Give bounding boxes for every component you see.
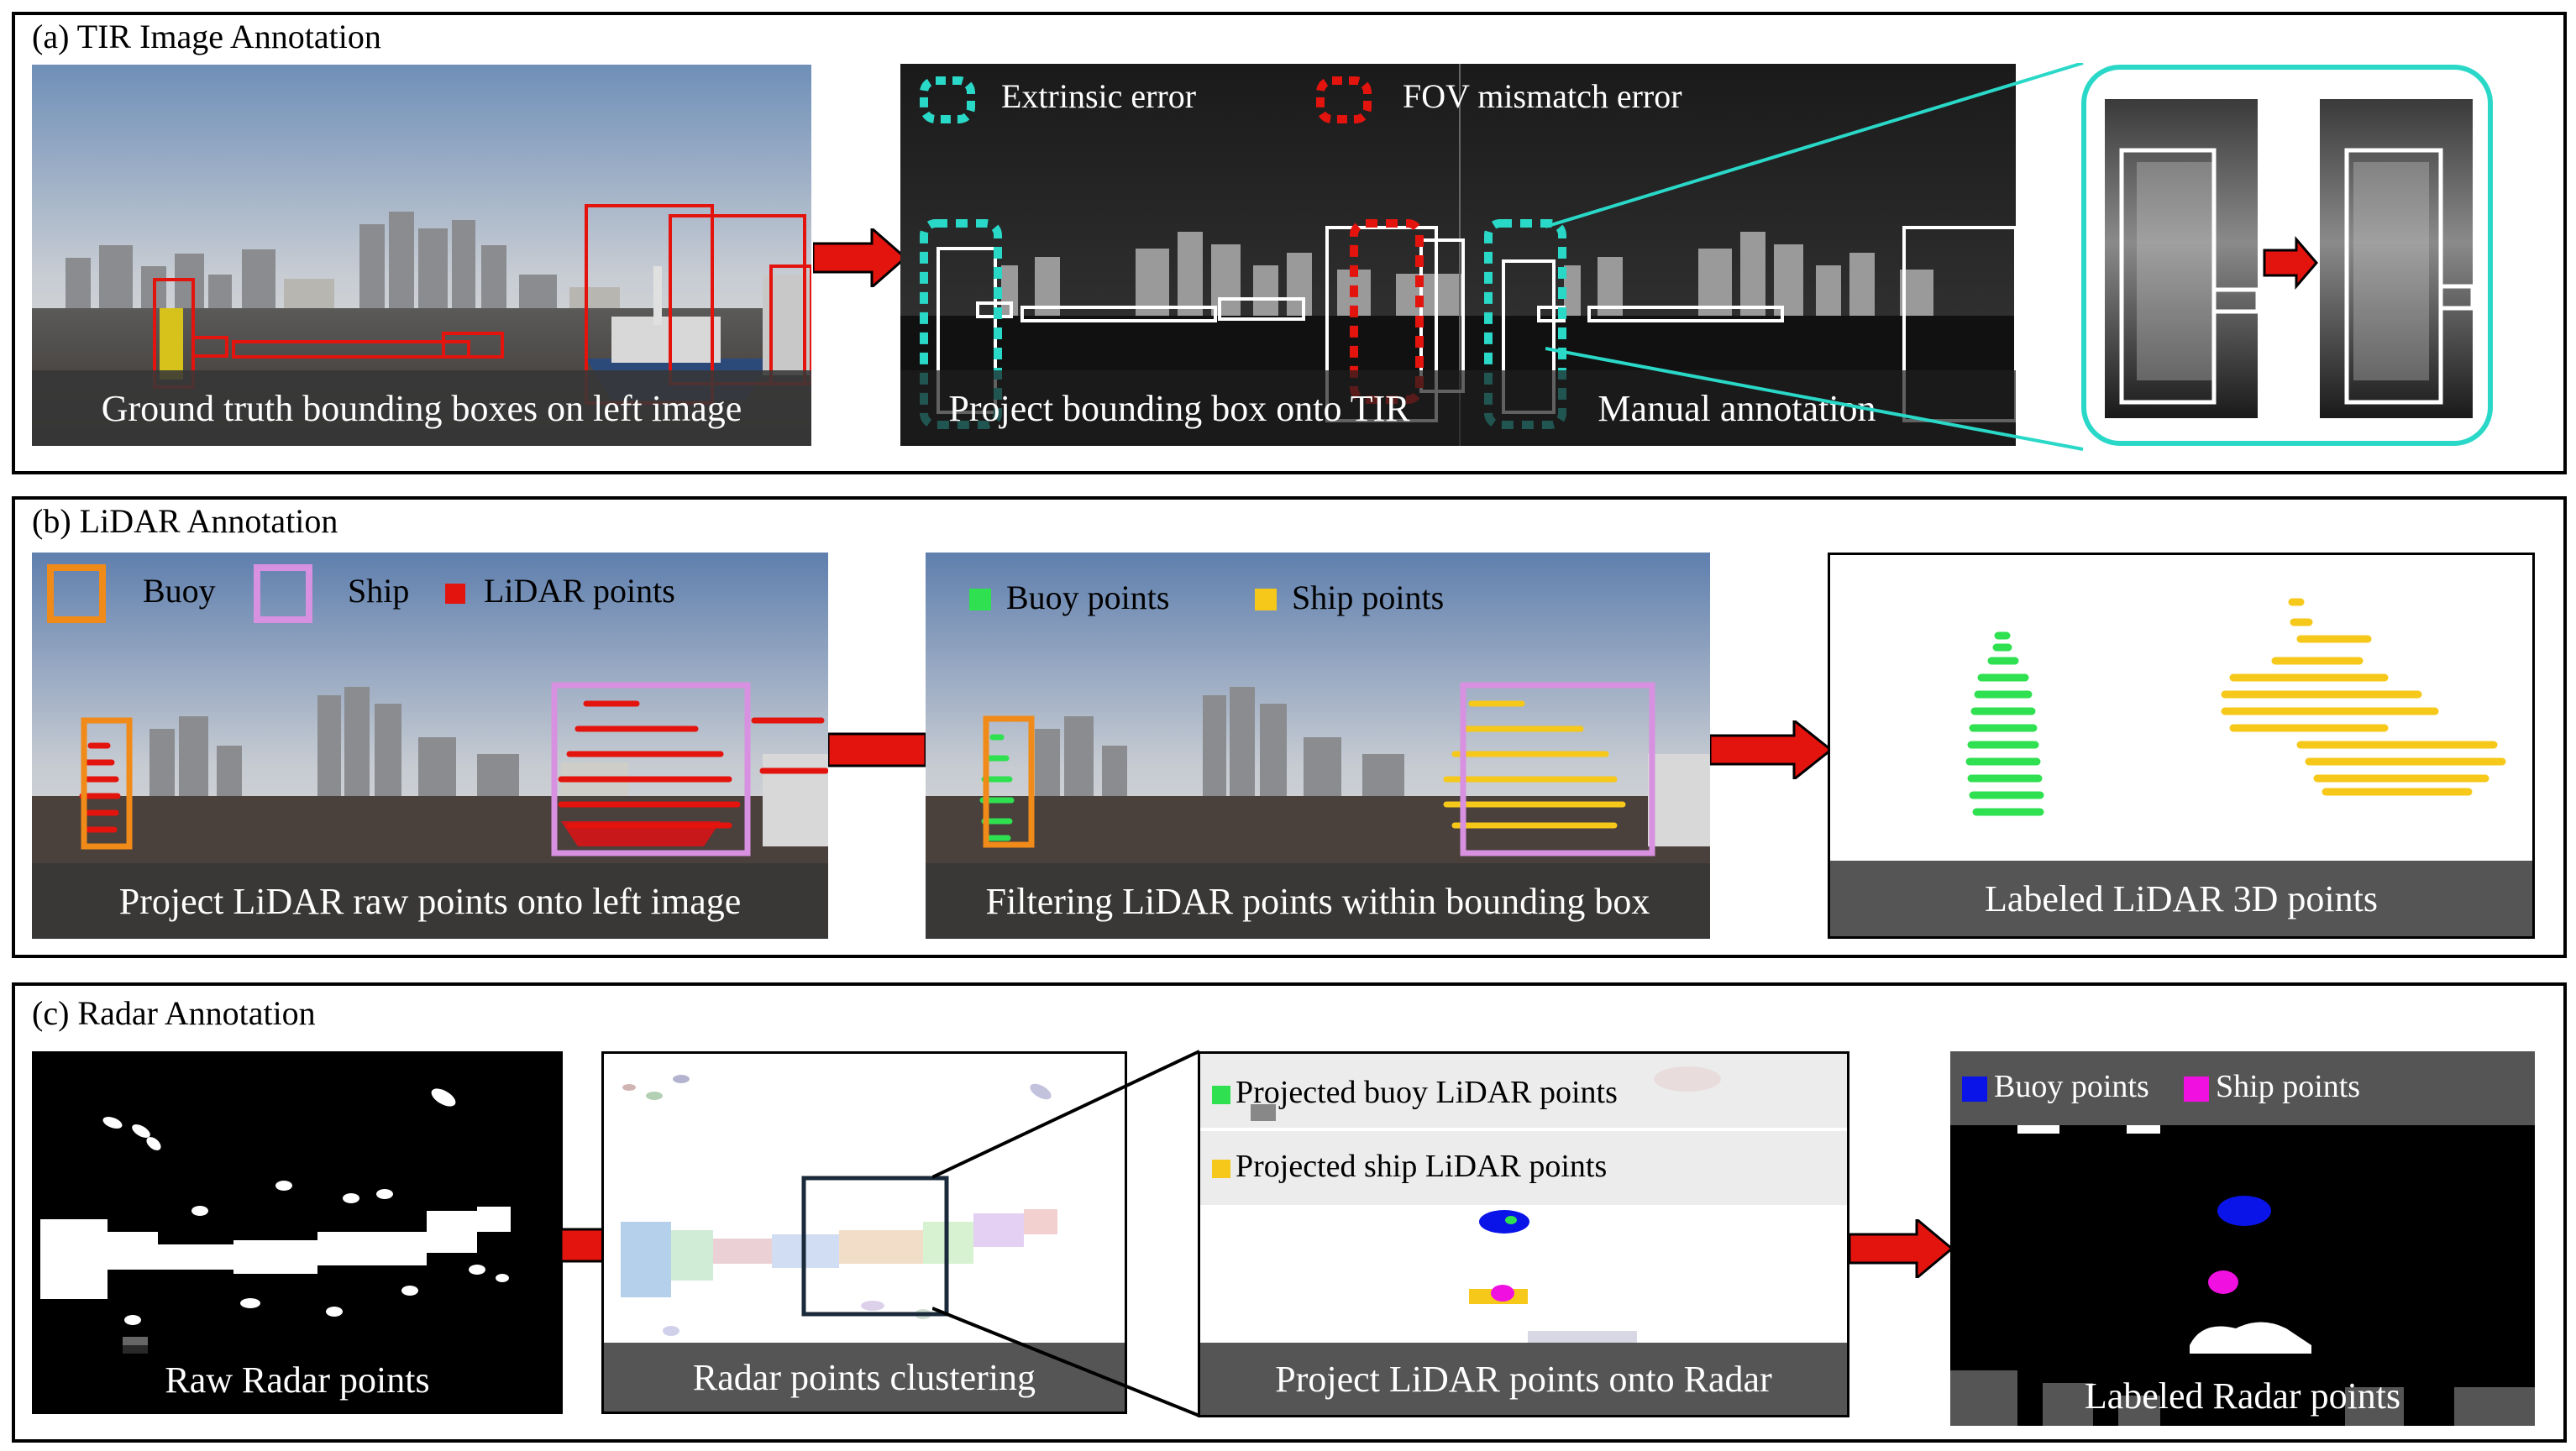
zoom-connector-lines: [932, 1050, 1200, 1417]
caption-left-image: Ground truth bounding boxes on left imag…: [32, 370, 811, 446]
section-title-radar: (c) Radar Annotation: [32, 994, 316, 1032]
proj-ship-legend-swatch: [1212, 1160, 1230, 1178]
buoy-points-legend-swatch: [969, 589, 991, 610]
projected-lidar-on-radar: [1200, 1054, 1847, 1365]
zoom-panel: [2081, 65, 2493, 446]
ship-points-legend-swatch: [1255, 589, 1277, 610]
proj-buoy-legend-swatch: [1212, 1086, 1230, 1104]
legend-lidar-points: LiDAR points: [484, 572, 675, 610]
extrinsic-legend-swatch: [920, 76, 975, 123]
legend-radar-buoy: Buoy points: [1994, 1069, 2149, 1104]
zoom-connector-lines: [1545, 63, 2084, 451]
radar-raw-panel: Raw Radar points: [32, 1051, 563, 1414]
caption-radar-cluster: Radar points clustering: [604, 1343, 1125, 1412]
section-title-tir: (a) TIR Image Annotation: [32, 18, 381, 55]
ship-legend-swatch: [254, 564, 312, 623]
caption-radar-labeled: Labeled Radar points: [2084, 1375, 2401, 1417]
legend-buoy: Buoy: [143, 572, 216, 610]
caption-lidar-project: Project LiDAR raw points onto left image: [32, 863, 828, 939]
ship-box: [551, 682, 751, 856]
arrow-right-icon: [561, 1228, 603, 1263]
arrow-right-icon: [828, 732, 926, 767]
raw-radar-points: [40, 1088, 511, 1354]
zoom-tir-crops: [2105, 99, 2475, 418]
section-title-lidar: (b) LiDAR Annotation: [32, 502, 338, 540]
lidar-raw-panel: Buoy Ship LiDAR points Project LiDAR raw…: [32, 553, 828, 939]
legend-ship: Ship: [348, 572, 410, 610]
ship-box: [1460, 682, 1655, 856]
radar-project-panel: Projected buoy LiDAR points Projected sh…: [1198, 1051, 1849, 1417]
projected-boxes: [936, 226, 2016, 422]
lidar-legend-swatch: [445, 584, 465, 604]
buoy-box: [983, 715, 1035, 848]
legend-fov-mismatch: FOV mismatch error: [1403, 77, 1682, 115]
legend-projected-buoy: Projected buoy LiDAR points: [1236, 1075, 1618, 1110]
labeled-radar-points: [1950, 1051, 2535, 1426]
lidar-raw-points: [79, 700, 828, 833]
radar-cluster-panel: Radar points clustering: [601, 1051, 1127, 1414]
zoom-region: [801, 1176, 949, 1317]
legend-buoy-points: Buoy points: [1006, 579, 1170, 616]
radar-buoy-legend-swatch: [1962, 1076, 1987, 1102]
arrow-right-icon: [813, 228, 907, 287]
radar-ship-legend-swatch: [2184, 1076, 2209, 1102]
legend-extrinsic-error: Extrinsic error: [1001, 77, 1197, 115]
labeled-lidar-3d-points: [1965, 598, 2506, 816]
arrow-right-icon: [1849, 1219, 1954, 1278]
projected-buoy-cluster: [1479, 1210, 1529, 1234]
fov-legend-swatch: [1316, 76, 1372, 123]
lidar-filter-panel: Buoy points Ship points Filtering LiDAR …: [926, 553, 1710, 939]
buoy-box: [81, 717, 133, 850]
legend-projected-ship: Projected ship LiDAR points: [1236, 1149, 1608, 1184]
arrow-right-icon: [2263, 235, 2318, 291]
left-image-panel: Ground truth bounding boxes on left imag…: [32, 65, 811, 446]
arrow-right-icon: [1710, 720, 1833, 779]
caption-radar-project: Project LiDAR points onto Radar: [1200, 1343, 1847, 1415]
caption-project-tir: Project bounding box onto TIR: [900, 370, 1458, 446]
legend-ship-points: Ship points: [1292, 579, 1445, 616]
ship-points: [1443, 700, 1626, 829]
radar-clusters: [621, 1075, 1057, 1336]
radar-labeled-panel: Buoy points Ship points Labeled Radar po…: [1950, 1051, 2535, 1426]
buoy-legend-swatch: [47, 564, 106, 623]
caption-lidar-filter: Filtering LiDAR points within bounding b…: [926, 863, 1710, 939]
tir-image-panel: Extrinsic error FOV mismatch error Proje…: [900, 64, 2016, 446]
caption-lidar-labeled: Labeled LiDAR 3D points: [1830, 861, 2532, 936]
caption-manual-annotation: Manual annotation: [1458, 370, 2016, 446]
caption-radar-raw: Raw Radar points: [32, 1345, 563, 1414]
lidar-labeled-panel: Labeled LiDAR 3D points: [1828, 553, 2535, 939]
legend-radar-ship: Ship points: [2216, 1069, 2361, 1104]
